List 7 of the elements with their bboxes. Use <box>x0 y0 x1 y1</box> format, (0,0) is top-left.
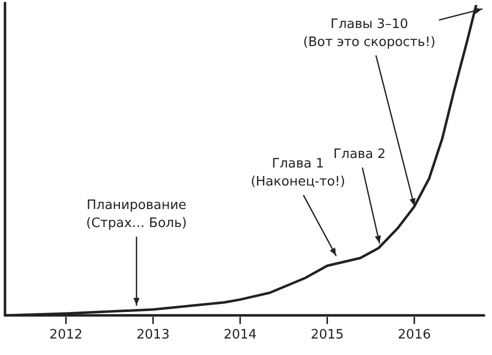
x-tick-label: 2012 <box>49 328 83 343</box>
annotation: Главы 3–10 (Вот это скорость!) <box>303 16 436 50</box>
annotation: Планирование (Страх… Боль) <box>86 198 187 232</box>
x-tick-label: 2013 <box>136 328 170 343</box>
x-tick-label: 2016 <box>398 328 431 343</box>
x-tick-label: 2014 <box>224 328 257 343</box>
x-tick-label: 2015 <box>310 328 344 343</box>
